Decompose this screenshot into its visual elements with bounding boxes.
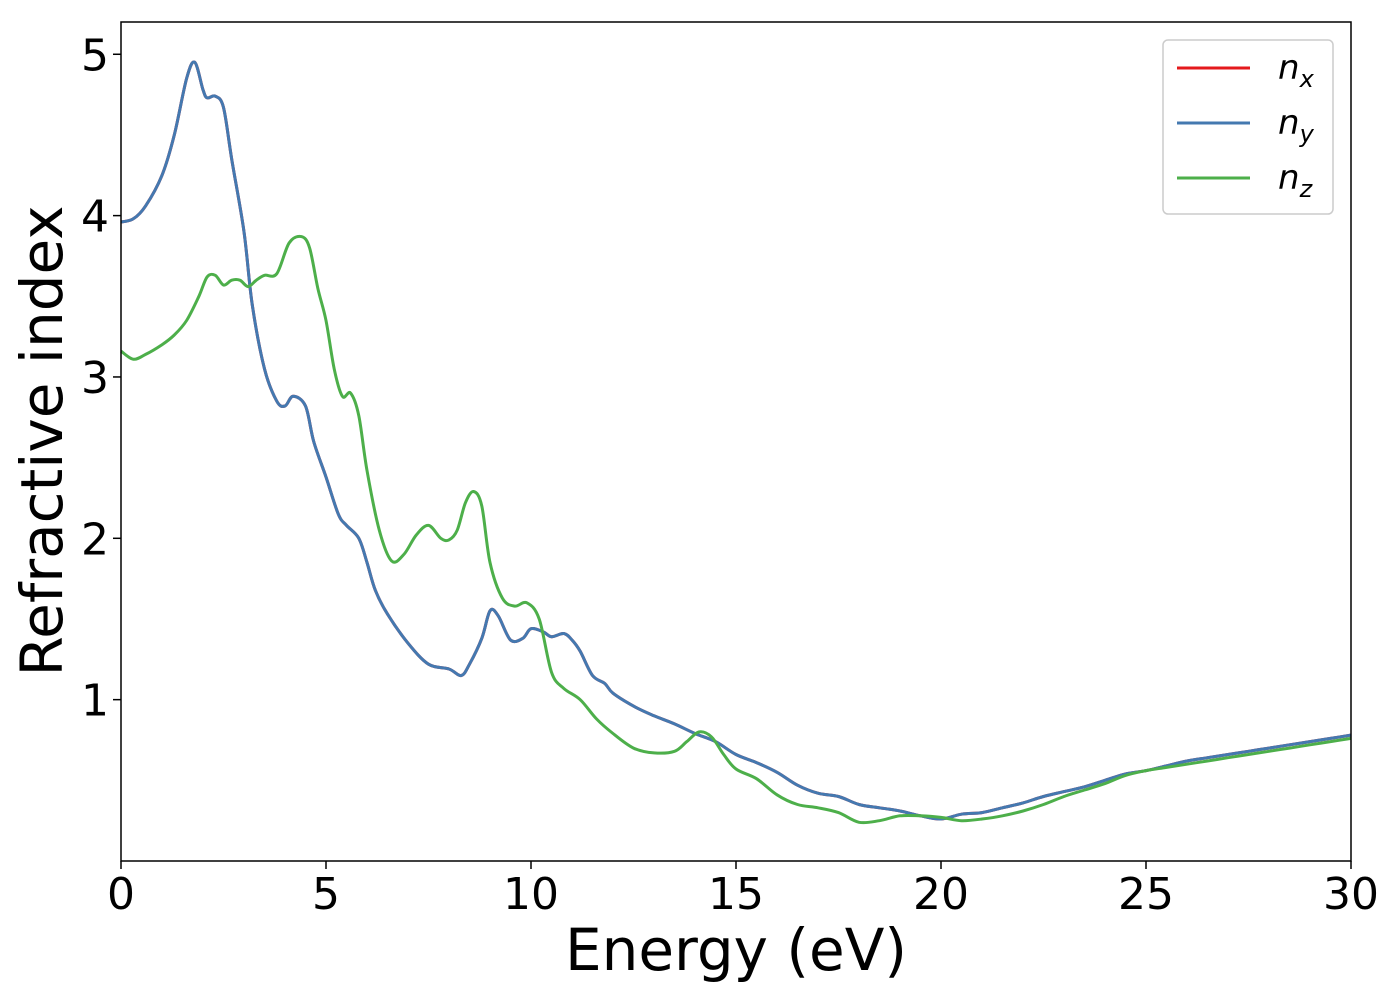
x-tick-label: 15 [708,869,764,920]
series-lines [120,60,1352,825]
x-tick-label: 5 [312,869,340,920]
x-tick-label: 25 [1118,869,1174,920]
legend-label-nz: nz [1278,158,1314,203]
legend-label-nx: nx [1278,48,1315,93]
y-tick-label: 5 [81,30,109,81]
y-tick-label: 2 [81,514,109,565]
x-tick-label: 30 [1323,869,1379,920]
x-tick-label: 20 [913,869,969,920]
y-axis-ticks: 1 2 3 4 5 [81,30,121,727]
series-line-ny [120,60,1352,821]
y-tick-label: 3 [81,353,109,404]
x-axis-ticks: 0 5 10 15 20 25 30 [107,861,1379,920]
x-tick-label: 10 [503,869,559,920]
legend: nx ny nz [1162,39,1334,215]
legend-label-ny: ny [1278,103,1315,148]
legend-box [1162,39,1334,215]
series-line-nz [120,234,1352,825]
x-tick-label: 0 [107,869,135,920]
y-tick-label: 1 [81,676,109,727]
y-tick-label: 4 [81,192,109,243]
x-axis-label: Energy (eV) [565,916,907,984]
y-axis-label: Refractive index [8,205,76,676]
